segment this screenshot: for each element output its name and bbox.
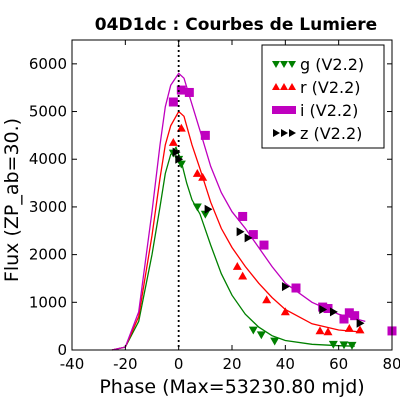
legend-label: i (V2.2) — [300, 101, 358, 120]
legend-marker — [272, 106, 280, 114]
data-point — [176, 160, 186, 169]
data-point — [176, 123, 186, 132]
data-point — [200, 130, 210, 140]
data-point — [175, 154, 184, 164]
legend-marker — [272, 61, 280, 68]
data-point — [315, 326, 325, 335]
data-point — [192, 169, 202, 177]
legend-marker — [280, 61, 288, 68]
data-point — [344, 308, 354, 318]
data-point — [329, 307, 338, 317]
y-tick-label: 2000 — [29, 246, 67, 264]
x-axis-label: Phase (Max=53230.80 mjd) — [99, 376, 364, 398]
legend-label: z (V2.2) — [300, 124, 362, 143]
data-point — [319, 304, 328, 314]
data-point — [172, 147, 181, 157]
data-point — [248, 230, 258, 240]
legend-label: r (V2.2) — [300, 78, 361, 97]
data-point — [192, 203, 202, 212]
data-point — [347, 341, 357, 350]
y-tick-label: 4000 — [29, 150, 67, 168]
data-point — [280, 307, 290, 316]
data-point — [200, 210, 210, 219]
data-point — [232, 262, 242, 270]
data-point — [204, 204, 213, 214]
data-point — [339, 341, 349, 350]
legend-marker — [280, 83, 288, 90]
legend-marker — [288, 106, 296, 114]
chart-title: 04D1dc : Courbes de Lumiere — [95, 15, 377, 35]
legend-marker — [272, 83, 280, 90]
data-point — [259, 240, 269, 250]
legend-marker — [289, 129, 296, 137]
legend-marker — [288, 61, 296, 68]
x-tick-label: 40 — [276, 355, 295, 373]
data-point — [344, 324, 354, 332]
y-axis-label: Flux (ZP_ab=30.) — [1, 118, 23, 282]
data-point — [256, 331, 266, 340]
fit-curve — [111, 72, 366, 351]
legend-marker — [280, 106, 288, 114]
legend-marker — [281, 129, 288, 137]
legend: g (V2.2) r (V2.2) i (V2.2) z (V2.2) — [261, 44, 385, 149]
data-point — [356, 318, 365, 328]
data-point — [168, 97, 178, 107]
data-point — [355, 325, 365, 334]
plot-area: -40 -20 0 20 40 60 80 0 1000 2000 3000 4000 5000 6000 — [29, 39, 400, 373]
data-point — [198, 172, 208, 181]
x-tick-label: -20 — [113, 355, 138, 373]
x-tick-label: -40 — [60, 355, 85, 373]
y-tick-label: 5000 — [29, 103, 67, 121]
data-point — [238, 271, 248, 280]
data-point — [350, 311, 360, 321]
data-point — [281, 282, 290, 292]
x-tick-label: 20 — [222, 355, 241, 373]
data-point — [184, 87, 194, 97]
data-point — [291, 283, 301, 293]
data-point — [176, 85, 186, 95]
data-point — [236, 227, 245, 237]
fit-curve — [111, 110, 361, 351]
data-point — [168, 138, 178, 146]
data-point — [238, 211, 248, 221]
data-point — [339, 314, 349, 324]
x-tick-label: 60 — [329, 355, 348, 373]
y-tick-label: 6000 — [29, 55, 67, 73]
legend-marker — [273, 129, 280, 137]
data-point — [323, 327, 333, 336]
data-point — [323, 304, 333, 314]
data-point — [328, 340, 338, 349]
data-point — [262, 295, 272, 304]
data-point — [248, 326, 258, 335]
legend-label: g (V2.2) — [300, 55, 364, 74]
x-tick-label: 80 — [382, 355, 400, 373]
y-tick-label: 3000 — [29, 198, 67, 216]
data-point — [244, 233, 253, 243]
y-tick-label: 0 — [57, 341, 67, 359]
y-tick-label: 1000 — [29, 293, 67, 311]
data-point — [270, 337, 280, 346]
x-tick-label: 0 — [174, 355, 184, 373]
legend-marker — [288, 83, 296, 90]
